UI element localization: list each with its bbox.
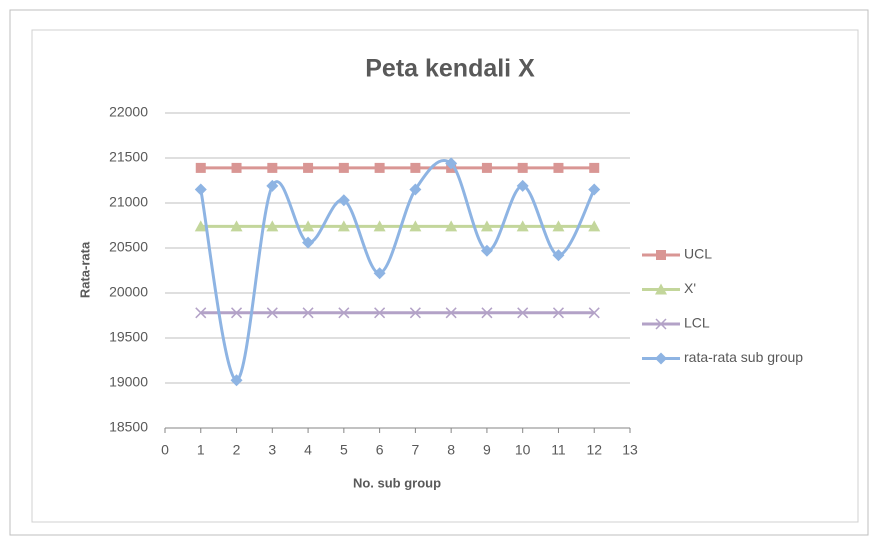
x-tick-label: 1 <box>197 442 205 458</box>
x-tick-label: 13 <box>622 442 638 458</box>
page: {"chart_data": {"type": "line", "title":… <box>0 0 871 538</box>
y-tick-label: 19000 <box>109 374 148 390</box>
legend-label: UCL <box>684 246 712 262</box>
y-tick-label: 21500 <box>109 149 148 165</box>
point <box>410 163 420 173</box>
point <box>267 163 277 173</box>
point <box>339 163 349 173</box>
point <box>553 163 563 173</box>
x-tick-label: 9 <box>483 442 491 458</box>
x-tick-label: 4 <box>304 442 312 458</box>
x-tick-label: 0 <box>161 442 169 458</box>
y-tick-label: 21000 <box>109 194 148 210</box>
x-tick-label: 8 <box>447 442 455 458</box>
point <box>589 163 599 173</box>
x-tick-label: 10 <box>515 442 531 458</box>
y-axis-title: Rata-rata <box>77 241 92 298</box>
legend-label: LCL <box>684 315 710 331</box>
chart: Peta kendali X No. sub group Rata-rata 1… <box>0 0 871 538</box>
chart-frame <box>32 30 858 522</box>
legend-label: rata-rata sub group <box>684 349 803 365</box>
y-tick-label: 19500 <box>109 329 148 345</box>
x-tick-label: 5 <box>340 442 348 458</box>
y-tick-label: 22000 <box>109 104 148 120</box>
x-tick-label: 12 <box>586 442 602 458</box>
x-axis-title: No. sub group <box>353 475 441 490</box>
x-tick-label: 2 <box>233 442 241 458</box>
y-tick-label: 20000 <box>109 284 148 300</box>
y-tick-label: 20500 <box>109 239 148 255</box>
x-tick-label: 11 <box>551 442 566 458</box>
point <box>482 163 492 173</box>
point <box>232 163 242 173</box>
x-tick-label: 6 <box>376 442 384 458</box>
x-tick-label: 7 <box>411 442 419 458</box>
x-tick-label: 3 <box>268 442 276 458</box>
y-tick-label: 18500 <box>109 419 148 435</box>
legend-label: X' <box>684 280 696 296</box>
point <box>196 163 206 173</box>
point <box>375 163 385 173</box>
legend-marker <box>656 250 666 260</box>
chart-title: Peta kendali X <box>365 55 535 83</box>
point <box>518 163 528 173</box>
point <box>303 163 313 173</box>
